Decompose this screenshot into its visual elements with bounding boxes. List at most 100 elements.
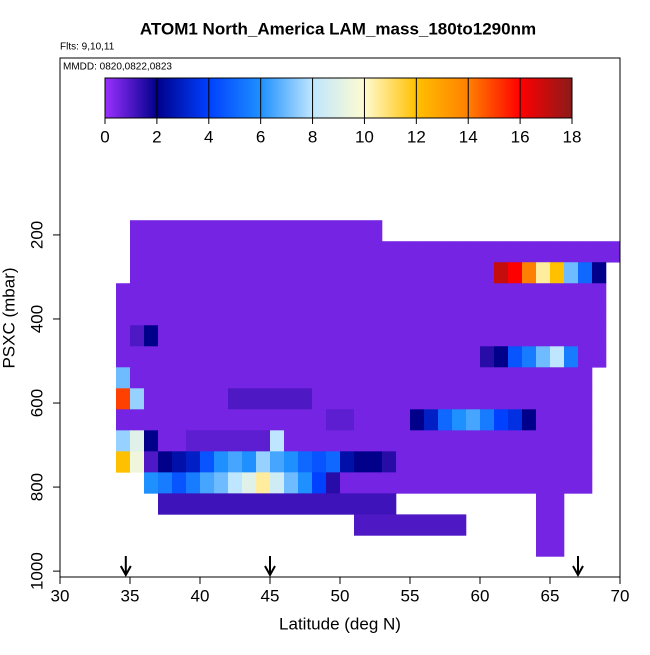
- heatmap-cell: [186, 241, 201, 263]
- heatmap-cell: [284, 220, 299, 242]
- heatmap-cell: [116, 325, 131, 347]
- heatmap-cell: [228, 346, 243, 368]
- colorbar-tick-label: 12: [407, 127, 426, 146]
- heatmap-cell: [144, 346, 159, 368]
- heatmap-cell: [522, 346, 537, 368]
- heatmap-cell: [130, 346, 145, 368]
- heatmap-cell: [354, 283, 369, 305]
- heatmap-cell: [326, 283, 341, 305]
- heatmap-cell: [130, 367, 145, 389]
- heatmap-cell: [508, 367, 523, 389]
- heatmap-cell: [452, 514, 467, 536]
- heatmap-cell: [340, 472, 355, 494]
- heatmap-cell: [536, 535, 551, 557]
- heatmap-cell: [326, 241, 341, 263]
- heatmap-cell: [396, 472, 411, 494]
- heatmap-cell: [578, 388, 593, 410]
- heatmap-cell: [508, 451, 523, 473]
- heatmap-cell: [298, 409, 313, 431]
- heatmap-cell: [508, 262, 523, 284]
- colorbar-tick-label: 8: [308, 127, 317, 146]
- heatmap-cell: [550, 325, 565, 347]
- heatmap-cell: [550, 472, 565, 494]
- heatmap-cell: [466, 283, 481, 305]
- heatmap-cell: [270, 367, 285, 389]
- heatmap-cell: [242, 472, 257, 494]
- heatmap-cell: [214, 325, 229, 347]
- heatmap-cell: [438, 346, 453, 368]
- heatmap-cell: [172, 346, 187, 368]
- heatmap-cell: [382, 430, 397, 452]
- x-tick-label: 55: [401, 586, 420, 605]
- heatmap-cell: [298, 493, 313, 515]
- heatmap-cell: [452, 283, 467, 305]
- heatmap-cell: [424, 388, 439, 410]
- heatmap-cell: [382, 514, 397, 536]
- heatmap-cell: [130, 220, 145, 242]
- heatmap-cell: [522, 241, 537, 263]
- heatmap-cell: [326, 472, 341, 494]
- heatmap-cell: [144, 451, 159, 473]
- heatmap-cell: [592, 241, 607, 263]
- heatmap-cell: [550, 409, 565, 431]
- heatmap-cell: [340, 346, 355, 368]
- heatmap-cell: [214, 304, 229, 326]
- heatmap-cell: [452, 451, 467, 473]
- heatmap-cell: [410, 367, 425, 389]
- heatmap-cell: [158, 262, 173, 284]
- heatmap-cell: [508, 283, 523, 305]
- heatmap-cell: [354, 430, 369, 452]
- heatmap-cell: [326, 451, 341, 473]
- heatmap-cell: [270, 430, 285, 452]
- arrow-marker: [264, 556, 276, 578]
- heatmap-cell: [326, 388, 341, 410]
- heatmap-cell: [494, 325, 509, 347]
- heatmap-cell: [536, 430, 551, 452]
- x-tick-label: 65: [541, 586, 560, 605]
- heatmap-cell: [298, 283, 313, 305]
- heatmap-cell: [228, 472, 243, 494]
- heatmap-cell: [214, 430, 229, 452]
- heatmap-cell: [186, 346, 201, 368]
- heatmap-cell: [578, 367, 593, 389]
- heatmap-cell: [368, 262, 383, 284]
- heatmap-cell: [256, 472, 271, 494]
- heatmap-cell: [410, 241, 425, 263]
- heatmap-cell: [536, 346, 551, 368]
- heatmap-cell: [228, 304, 243, 326]
- heatmap-cell: [452, 367, 467, 389]
- heatmap-cell: [410, 430, 425, 452]
- heatmap-cell: [340, 241, 355, 263]
- heatmap-cell: [242, 241, 257, 263]
- heatmap-cell: [172, 304, 187, 326]
- heatmap-cell: [312, 283, 327, 305]
- heatmap-cell: [410, 472, 425, 494]
- colorbar-tick-label: 14: [459, 127, 478, 146]
- heatmap-cell: [214, 409, 229, 431]
- heatmap-cell: [354, 346, 369, 368]
- heatmap-cell: [242, 220, 257, 242]
- heatmap-cell: [564, 388, 579, 410]
- heatmap-cell: [368, 493, 383, 515]
- heatmap-cell: [326, 493, 341, 515]
- heatmap-cell: [172, 388, 187, 410]
- heatmap-cell: [410, 262, 425, 284]
- heatmap-cell: [410, 388, 425, 410]
- heatmap-cell: [494, 451, 509, 473]
- heatmap-cell: [368, 514, 383, 536]
- heatmap-cell: [564, 367, 579, 389]
- heatmap-cell: [382, 472, 397, 494]
- heatmap-cell: [130, 325, 145, 347]
- heatmap-cell: [130, 304, 145, 326]
- heatmap-cell: [228, 409, 243, 431]
- heatmap-cell: [452, 409, 467, 431]
- heatmap-cell: [242, 430, 257, 452]
- heatmap-cell: [242, 409, 257, 431]
- heatmap-cell: [130, 451, 145, 473]
- heatmap-cell: [144, 388, 159, 410]
- heatmap-cell: [158, 493, 173, 515]
- heatmap-cell: [438, 325, 453, 347]
- heatmap-cell: [200, 262, 215, 284]
- heatmap-cell: [312, 472, 327, 494]
- heatmap-cell: [424, 304, 439, 326]
